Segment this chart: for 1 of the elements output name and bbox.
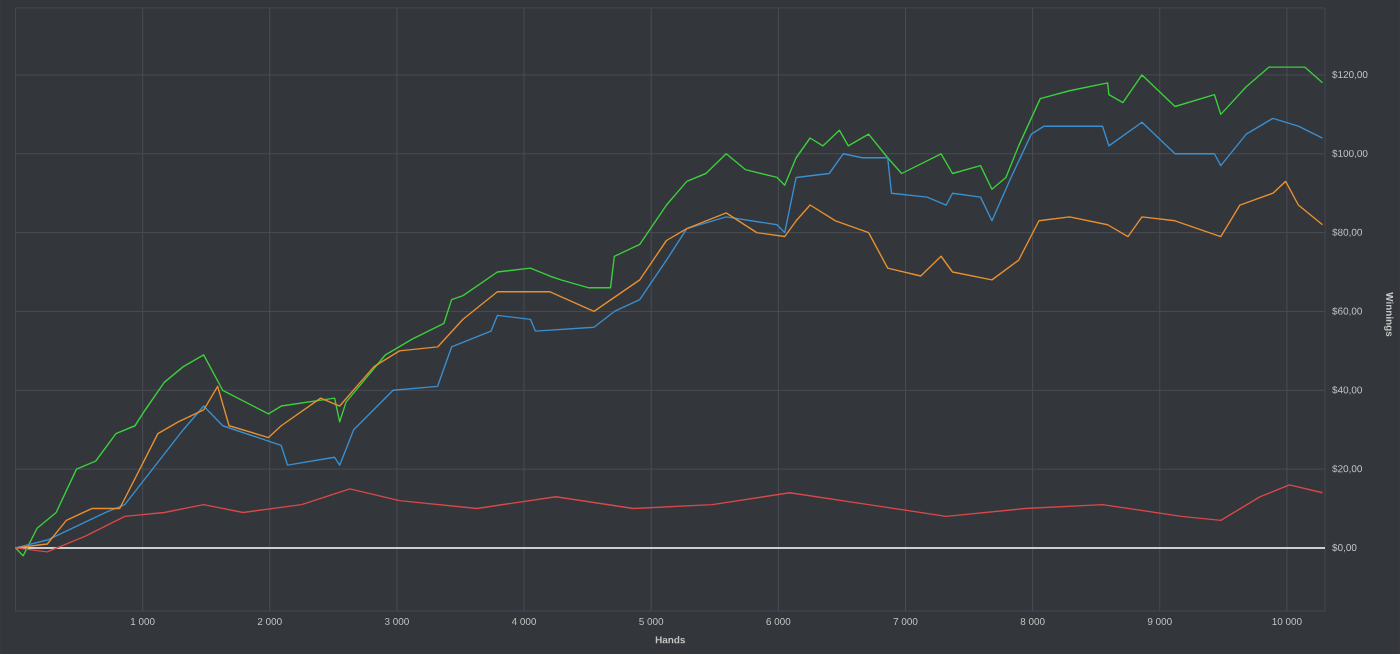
line-series xyxy=(15,483,1324,553)
